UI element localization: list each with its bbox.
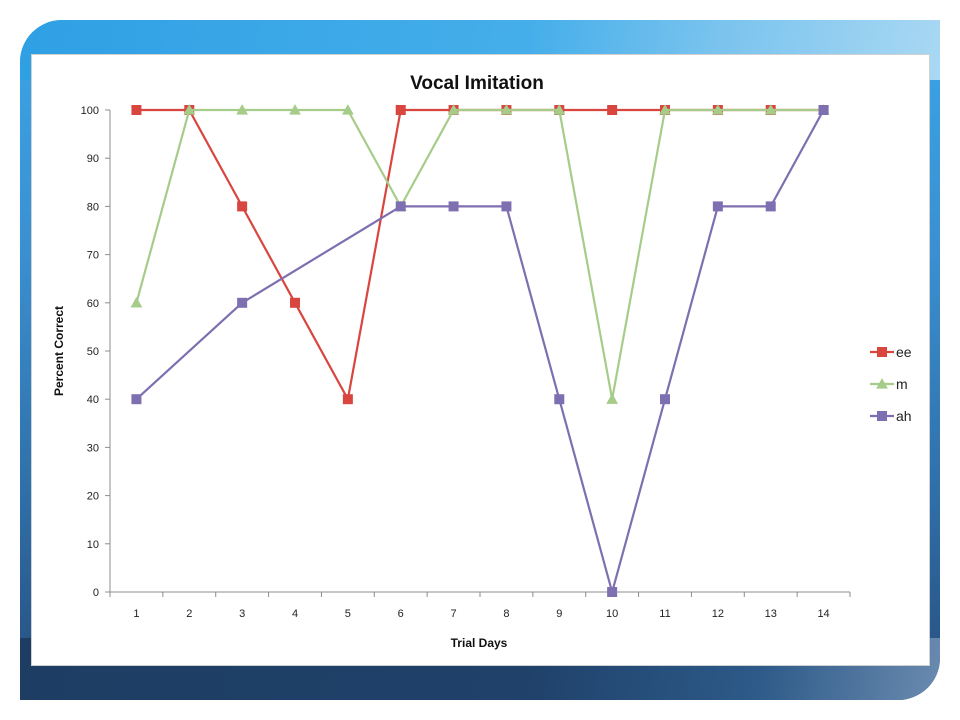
data-point-ee	[342, 394, 353, 405]
data-point-ah	[660, 394, 670, 405]
series-ah	[131, 105, 829, 597]
x-tick-label: 2	[186, 608, 192, 620]
x-axis-title: Trial Days	[451, 636, 508, 650]
line-chart: Vocal Imitation Trial Days Percent Corre…	[52, 73, 912, 650]
x-tick-label: 6	[398, 608, 404, 620]
data-point-ah	[395, 201, 406, 212]
data-point-m	[711, 103, 724, 115]
x-tick-label: 14	[817, 608, 829, 620]
data-point-m	[236, 103, 249, 115]
y-tick-label: 0	[93, 587, 99, 599]
legend-label: m	[896, 376, 908, 392]
data-point-m	[606, 393, 619, 404]
x-tick-label: 1	[133, 608, 139, 620]
x-tick-label: 10	[606, 608, 618, 620]
data-point-m	[447, 103, 460, 115]
data-point-m	[130, 296, 143, 308]
x-tick-label: 8	[503, 608, 509, 620]
x-tick-label: 5	[345, 608, 351, 620]
data-point-ee	[395, 105, 406, 115]
y-tick-label: 50	[87, 346, 99, 358]
x-tick-label: 11	[659, 608, 670, 620]
x-tick-label: 9	[556, 608, 562, 620]
data-point-ee	[290, 297, 300, 308]
data-point-m	[659, 103, 671, 115]
x-tick-label: 7	[451, 608, 457, 620]
x-tick-label: 3	[239, 608, 245, 620]
data-point-ah	[501, 201, 512, 212]
legend-label: ah	[896, 408, 912, 424]
legend-item-m: m	[870, 376, 908, 392]
legend: ee m ah	[870, 344, 912, 424]
y-tick-label: 40	[87, 394, 99, 406]
y-tick-label: 90	[87, 153, 99, 165]
data-point-ee	[607, 105, 618, 115]
data-point-ah	[607, 587, 618, 597]
series-line-ee	[136, 108, 824, 401]
data-point-ee	[237, 201, 248, 212]
data-point-ah	[554, 394, 565, 405]
data-point-m	[764, 103, 777, 115]
y-tick-label: 20	[87, 491, 99, 503]
data-point-m	[341, 103, 354, 115]
y-tick-label: 30	[87, 442, 99, 454]
y-tick-label: 70	[87, 250, 99, 262]
y-axis-title: Percent Correct	[52, 306, 66, 396]
data-point-ah	[818, 105, 829, 115]
series-ee	[131, 105, 829, 405]
data-point-m	[289, 103, 301, 115]
x-tick-label: 12	[712, 608, 724, 620]
y-tick-label: 80	[87, 201, 99, 213]
y-tick-label: 100	[81, 105, 99, 117]
data-point-m	[183, 103, 196, 115]
data-point-ah	[448, 201, 459, 212]
y-tick-label: 10	[87, 539, 99, 551]
data-point-ah	[765, 201, 776, 212]
data-point-m	[553, 103, 566, 115]
data-point-ah	[237, 297, 248, 308]
chart-panel: Vocal Imitation Trial Days Percent Corre…	[31, 54, 930, 666]
x-tick-label: 4	[292, 608, 298, 620]
series-line-m	[135, 108, 824, 401]
legend-item-ee: ee	[870, 344, 912, 360]
chart-title: Vocal Imitation	[410, 73, 544, 94]
x-tick-label: 13	[765, 608, 777, 620]
legend-item-ah: ah	[870, 408, 912, 424]
legend-marker	[877, 411, 887, 421]
series-m	[130, 103, 830, 404]
series-line-ah	[135, 109, 825, 594]
legend-marker	[876, 377, 888, 389]
data-point-ah	[131, 394, 142, 405]
legend-label: ee	[896, 344, 912, 360]
data-point-ee	[131, 105, 142, 115]
data-point-m	[500, 103, 513, 115]
series-layer	[130, 103, 830, 597]
legend-marker	[877, 347, 887, 357]
data-point-ah	[712, 201, 723, 212]
y-tick-label: 60	[87, 298, 99, 310]
